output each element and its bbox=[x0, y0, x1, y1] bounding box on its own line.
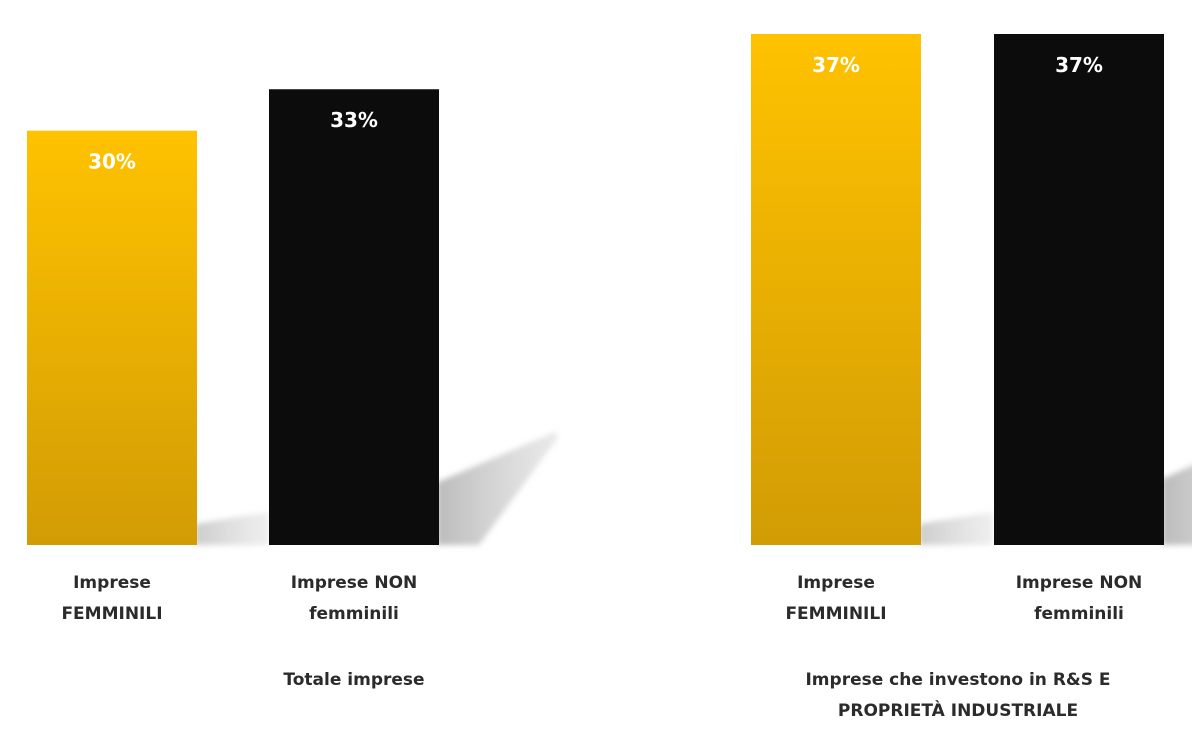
bar-shadows bbox=[195, 431, 1192, 545]
category-label: Imprese bbox=[797, 573, 875, 593]
bar-imprese-non-femminili-2 bbox=[994, 34, 1164, 545]
value-label: 37% bbox=[812, 53, 860, 77]
bar-shadow bbox=[1162, 465, 1192, 545]
bar-imprese-non-femminili-1 bbox=[269, 89, 439, 546]
value-label: 33% bbox=[330, 108, 378, 132]
bars bbox=[27, 34, 1164, 546]
bar-imprese-femminili-1 bbox=[27, 130, 197, 546]
category-label: femminili bbox=[1034, 604, 1124, 624]
bar-imprese-femminili-2 bbox=[751, 34, 921, 545]
category-label: Imprese NON bbox=[291, 573, 418, 593]
category-label: Imprese bbox=[73, 573, 151, 593]
group-label: PROPRIETÀ INDUSTRIALE bbox=[838, 699, 1078, 721]
bar-shadow bbox=[195, 512, 269, 545]
category-label: FEMMINILI bbox=[61, 604, 162, 624]
category-label: FEMMINILI bbox=[785, 604, 886, 624]
bar-shadow bbox=[437, 431, 557, 545]
category-label: Imprese NON bbox=[1016, 573, 1143, 593]
group-label: Totale imprese bbox=[283, 670, 424, 690]
value-label: 37% bbox=[1055, 53, 1103, 77]
bar-shadow bbox=[919, 512, 993, 545]
labels: 30% Imprese FEMMINILI 33% Imprese NON femmini… bbox=[61, 53, 1142, 721]
group-label: Imprese che investono in R&S E bbox=[805, 670, 1110, 690]
value-label: 30% bbox=[88, 150, 136, 174]
category-label: femminili bbox=[309, 604, 399, 624]
